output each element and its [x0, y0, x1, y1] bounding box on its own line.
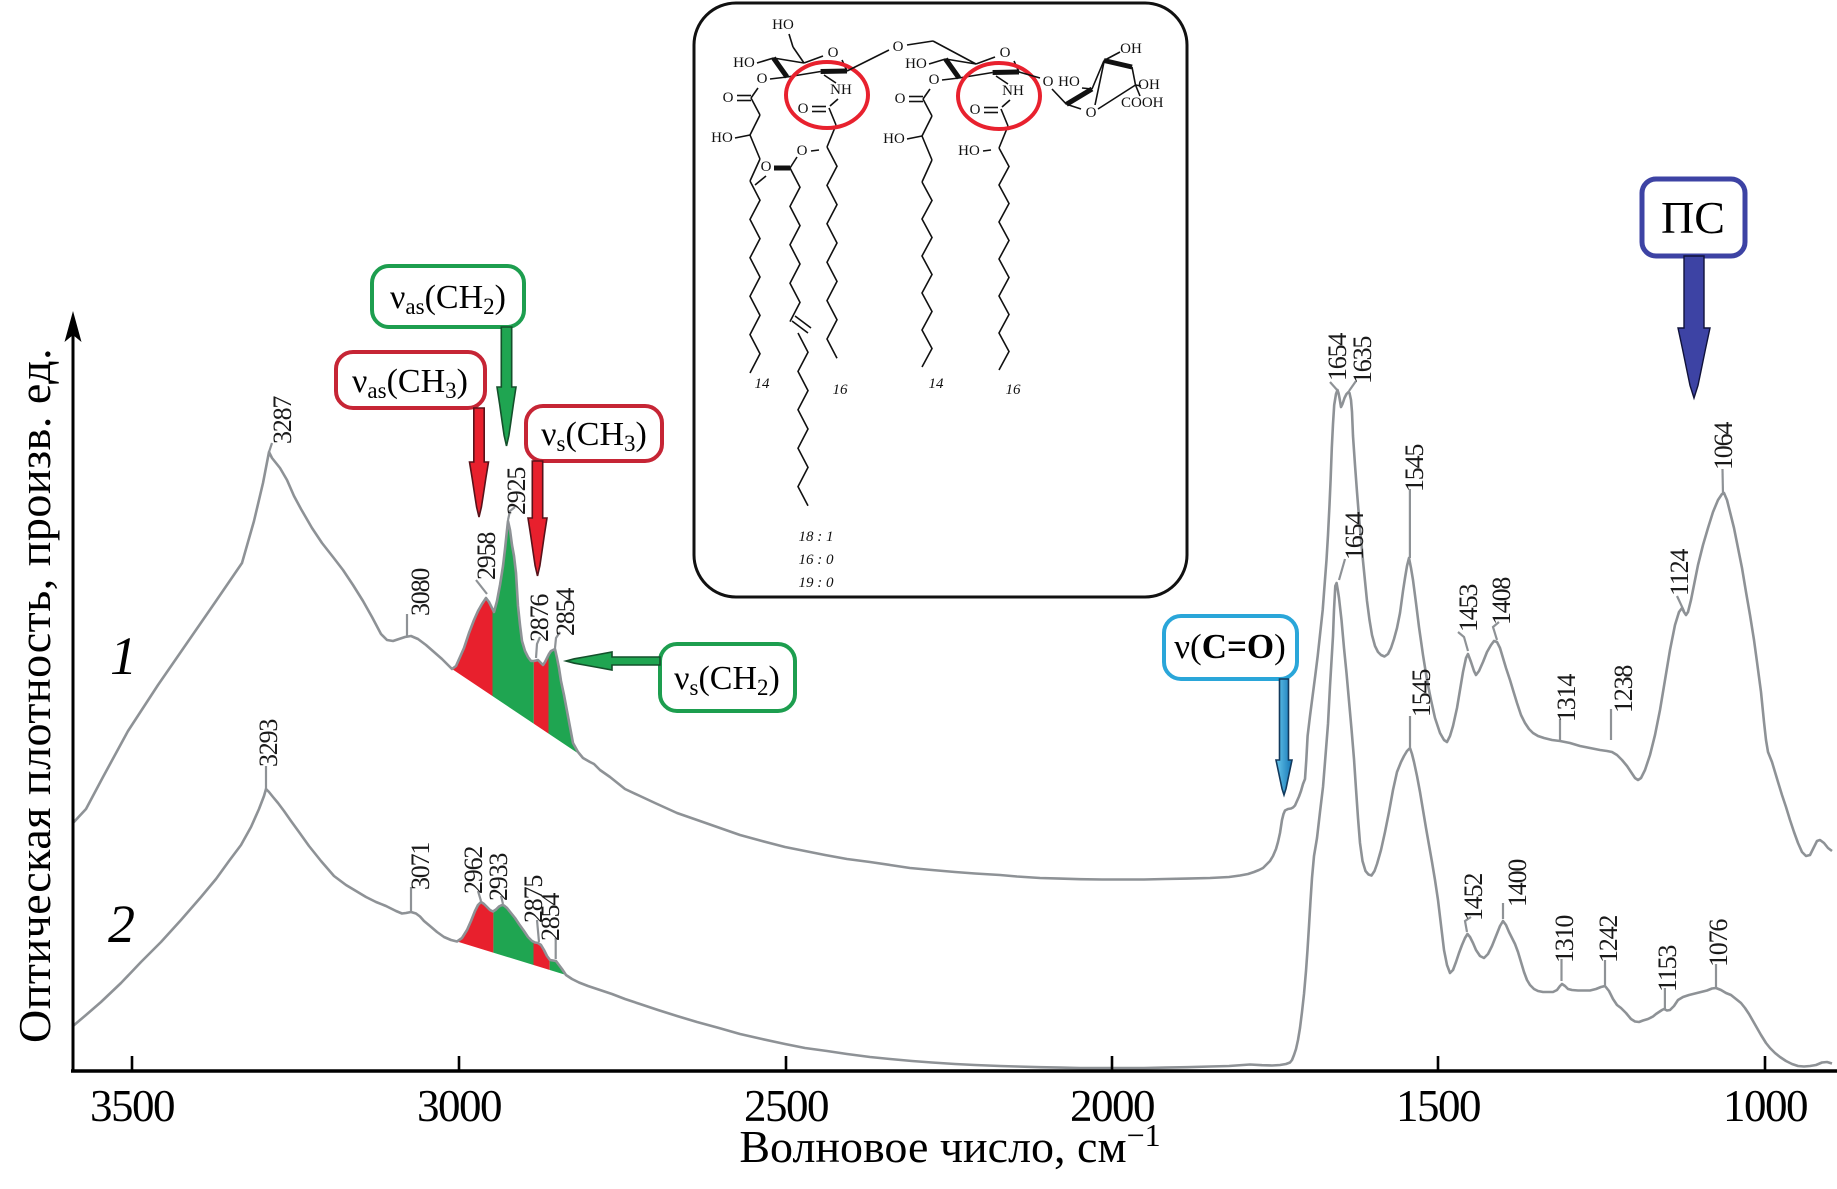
svg-text:HO: HO: [733, 55, 755, 71]
svg-text:18 : 1: 18 : 1: [799, 529, 834, 545]
svg-text:ν(C=O): ν(C=O): [1174, 627, 1286, 666]
svg-text:1635: 1635: [1348, 337, 1377, 384]
svg-text:HO: HO: [883, 131, 905, 147]
svg-text:1238: 1238: [1609, 665, 1638, 713]
svg-text:1242: 1242: [1594, 916, 1623, 963]
svg-text:2854: 2854: [551, 588, 580, 636]
svg-text:1400: 1400: [1503, 859, 1532, 907]
svg-text:COOH: COOH: [1121, 95, 1164, 111]
svg-text:HO: HO: [1058, 74, 1080, 90]
svg-text:1545: 1545: [1400, 445, 1429, 492]
svg-text:1064: 1064: [1709, 422, 1738, 470]
svg-text:14: 14: [929, 376, 945, 392]
svg-text:HO: HO: [958, 143, 980, 159]
svg-text:16 : 0: 16 : 0: [799, 552, 834, 568]
svg-text:2875: 2875: [519, 876, 548, 923]
svg-text:2925: 2925: [502, 468, 531, 515]
svg-text:O: O: [797, 143, 808, 159]
svg-text:1452: 1452: [1459, 874, 1488, 921]
svg-text:O: O: [895, 91, 906, 107]
svg-text:1453: 1453: [1454, 585, 1483, 632]
svg-text:2000: 2000: [1070, 1081, 1154, 1131]
svg-text:1314: 1314: [1552, 674, 1581, 722]
svg-text:O: O: [1043, 74, 1054, 90]
svg-text:O: O: [798, 101, 809, 117]
svg-text:3071: 3071: [406, 843, 435, 890]
svg-text:19 : 0: 19 : 0: [799, 575, 834, 591]
svg-text:3293: 3293: [254, 720, 283, 767]
svg-text:1545: 1545: [1407, 670, 1436, 717]
svg-text:3080: 3080: [406, 568, 435, 616]
svg-text:2: 2: [108, 894, 135, 954]
svg-text:3000: 3000: [417, 1081, 501, 1131]
svg-text:1310: 1310: [1550, 915, 1579, 963]
svg-text:2876: 2876: [525, 594, 554, 642]
svg-text:OH: OH: [1120, 41, 1142, 57]
svg-text:O: O: [893, 39, 904, 55]
svg-text:1153: 1153: [1653, 946, 1682, 992]
svg-text:1076: 1076: [1704, 919, 1733, 967]
svg-text:O: O: [828, 45, 839, 61]
svg-text:O: O: [761, 159, 772, 175]
svg-text:1408: 1408: [1487, 577, 1516, 625]
svg-text:HO: HO: [711, 130, 733, 146]
svg-text:O: O: [929, 72, 940, 88]
svg-text:1000: 1000: [1723, 1081, 1807, 1131]
svg-text:HO: HO: [772, 17, 794, 33]
svg-text:OH: OH: [1138, 77, 1160, 93]
svg-text:16: 16: [833, 382, 849, 398]
svg-text:2962: 2962: [459, 847, 488, 894]
svg-text:1654: 1654: [1340, 512, 1369, 560]
svg-text:2958: 2958: [472, 532, 501, 580]
svg-text:16: 16: [1006, 382, 1022, 398]
svg-text:O: O: [970, 102, 981, 118]
svg-text:14: 14: [755, 376, 771, 392]
svg-text:NH: NH: [830, 82, 852, 98]
svg-text:1654: 1654: [1323, 333, 1352, 381]
svg-text:O: O: [1000, 45, 1011, 61]
svg-text:1: 1: [110, 626, 137, 686]
svg-text:3500: 3500: [90, 1081, 174, 1131]
svg-text:1500: 1500: [1396, 1081, 1480, 1131]
svg-text:O: O: [757, 71, 768, 87]
svg-text:1124: 1124: [1665, 549, 1694, 596]
svg-text:O: O: [1086, 105, 1097, 121]
svg-text:NH: NH: [1002, 83, 1024, 99]
svg-text:Волновое число, см−1: Волновое число, см−1: [739, 1117, 1160, 1172]
svg-text:O: O: [723, 90, 734, 106]
svg-text:2933: 2933: [484, 854, 513, 901]
svg-text:2854: 2854: [536, 893, 565, 941]
svg-text:2500: 2500: [744, 1081, 828, 1131]
svg-text:Оптическая плотность, произв.: Оптическая плотность, произв. ед.: [9, 348, 60, 1043]
svg-text:3287: 3287: [268, 396, 297, 444]
svg-text:HO: HO: [905, 56, 927, 72]
svg-text:ПС: ПС: [1661, 192, 1725, 243]
